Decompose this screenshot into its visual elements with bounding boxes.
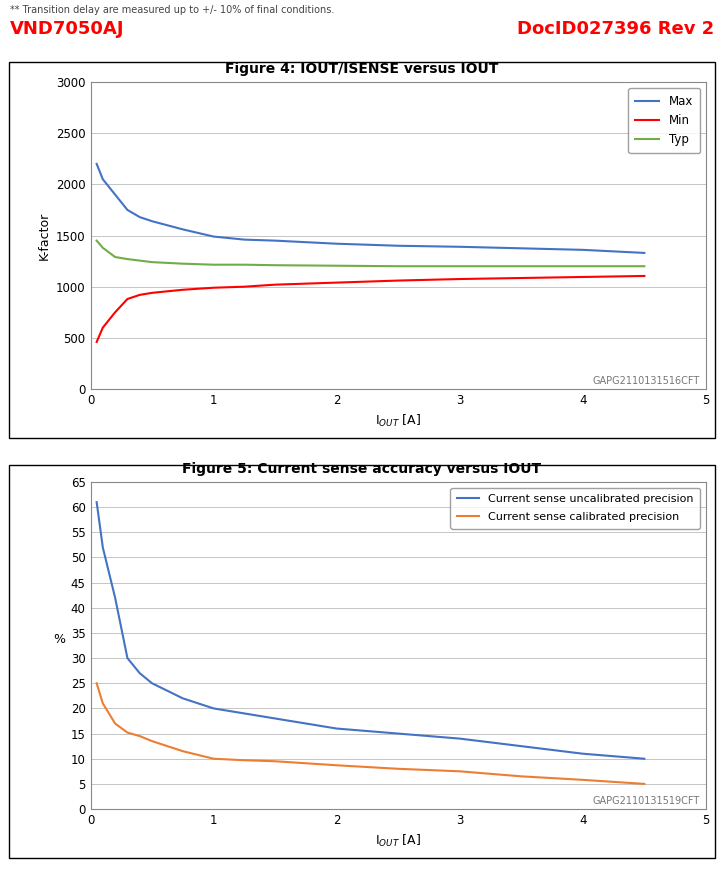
Min — [178, 285, 187, 295]
Line: Typ: Typ — [96, 240, 644, 266]
Current sense uncalibrated precision — [332, 724, 341, 734]
Max — [517, 243, 526, 254]
Max — [92, 158, 101, 169]
Current sense calibrated precision — [240, 755, 249, 765]
Min — [271, 279, 279, 290]
Max — [98, 174, 107, 184]
Current sense uncalibrated precision — [135, 668, 144, 678]
Min — [240, 281, 249, 292]
Typ — [92, 235, 101, 246]
Typ — [517, 261, 526, 271]
Text: Figure 5: Current sense accuracy versus IOUT: Figure 5: Current sense accuracy versus … — [182, 462, 542, 476]
Min — [209, 282, 218, 293]
Max — [455, 241, 464, 252]
Max — [123, 205, 132, 215]
Current sense calibrated precision — [271, 756, 279, 766]
X-axis label: I$_{OUT}$ [A]: I$_{OUT}$ [A] — [375, 832, 421, 848]
Typ — [148, 257, 156, 268]
Current sense calibrated precision — [578, 774, 587, 785]
Text: DocID027396 Rev 2: DocID027396 Rev 2 — [517, 20, 714, 38]
Typ — [332, 261, 341, 271]
Current sense uncalibrated precision — [178, 693, 187, 704]
Typ — [271, 260, 279, 271]
Current sense uncalibrated precision — [148, 678, 156, 689]
Current sense uncalibrated precision — [517, 740, 526, 751]
Current sense calibrated precision — [111, 718, 119, 729]
Min — [640, 271, 649, 281]
Max — [111, 190, 119, 200]
Typ — [455, 261, 464, 271]
Line: Current sense uncalibrated precision: Current sense uncalibrated precision — [96, 502, 644, 759]
Min — [123, 294, 132, 304]
Current sense uncalibrated precision — [394, 728, 403, 739]
Current sense uncalibrated precision — [209, 703, 218, 714]
Min — [135, 289, 144, 300]
Text: GAPG2110131519CFT: GAPG2110131519CFT — [592, 796, 699, 805]
Max — [148, 216, 156, 227]
Current sense calibrated precision — [98, 698, 107, 708]
Min — [92, 336, 101, 347]
Max — [178, 224, 187, 235]
Typ — [135, 255, 144, 266]
Current sense calibrated precision — [394, 764, 403, 774]
Min — [394, 275, 403, 286]
Typ — [111, 252, 119, 263]
Line: Current sense calibrated precision: Current sense calibrated precision — [96, 684, 644, 784]
Typ — [240, 259, 249, 270]
Line: Max: Max — [96, 164, 644, 253]
Text: VND7050AJ: VND7050AJ — [10, 20, 125, 38]
Max — [578, 245, 587, 255]
Typ — [578, 261, 587, 271]
Min — [332, 278, 341, 288]
Max — [135, 212, 144, 222]
Max — [332, 239, 341, 249]
Max — [271, 235, 279, 246]
Legend: Current sense uncalibrated precision, Current sense calibrated precision: Current sense uncalibrated precision, Cu… — [450, 488, 700, 529]
Min — [111, 307, 119, 318]
Typ — [178, 258, 187, 269]
Y-axis label: K-factor: K-factor — [38, 212, 51, 260]
Current sense calibrated precision — [178, 746, 187, 756]
Max — [394, 240, 403, 251]
Text: GAPG2110131516CFT: GAPG2110131516CFT — [592, 376, 699, 386]
Text: Figure 4: IOUT/ISENSE versus IOUT: Figure 4: IOUT/ISENSE versus IOUT — [225, 62, 499, 76]
Current sense uncalibrated precision — [640, 754, 649, 765]
Current sense calibrated precision — [332, 760, 341, 771]
Current sense uncalibrated precision — [455, 733, 464, 744]
Typ — [98, 242, 107, 253]
Min — [98, 322, 107, 333]
Min — [578, 271, 587, 282]
Min — [455, 274, 464, 285]
Typ — [123, 254, 132, 264]
Typ — [209, 259, 218, 270]
Current sense calibrated precision — [209, 754, 218, 765]
Current sense uncalibrated precision — [578, 748, 587, 759]
Current sense calibrated precision — [517, 771, 526, 781]
Current sense uncalibrated precision — [123, 652, 132, 663]
Legend: Max, Min, Typ: Max, Min, Typ — [628, 88, 700, 153]
Current sense calibrated precision — [455, 766, 464, 777]
Current sense calibrated precision — [148, 736, 156, 747]
Current sense calibrated precision — [135, 731, 144, 741]
Current sense uncalibrated precision — [271, 713, 279, 724]
X-axis label: I$_{OUT}$ [A]: I$_{OUT}$ [A] — [375, 412, 421, 429]
Typ — [394, 261, 403, 271]
Line: Min: Min — [96, 276, 644, 342]
Current sense calibrated precision — [123, 727, 132, 738]
Max — [240, 234, 249, 245]
Max — [640, 247, 649, 258]
Typ — [640, 261, 649, 271]
Current sense calibrated precision — [640, 779, 649, 789]
Current sense uncalibrated precision — [111, 593, 119, 603]
Current sense uncalibrated precision — [92, 497, 101, 507]
Max — [209, 231, 218, 242]
Min — [517, 272, 526, 283]
Current sense calibrated precision — [92, 678, 101, 689]
Text: ** Transition delay are measured up to +/- 10% of final conditions.: ** Transition delay are measured up to +… — [10, 5, 334, 15]
Current sense uncalibrated precision — [98, 542, 107, 553]
Current sense uncalibrated precision — [240, 708, 249, 719]
Min — [148, 287, 156, 298]
Y-axis label: %: % — [54, 633, 66, 645]
